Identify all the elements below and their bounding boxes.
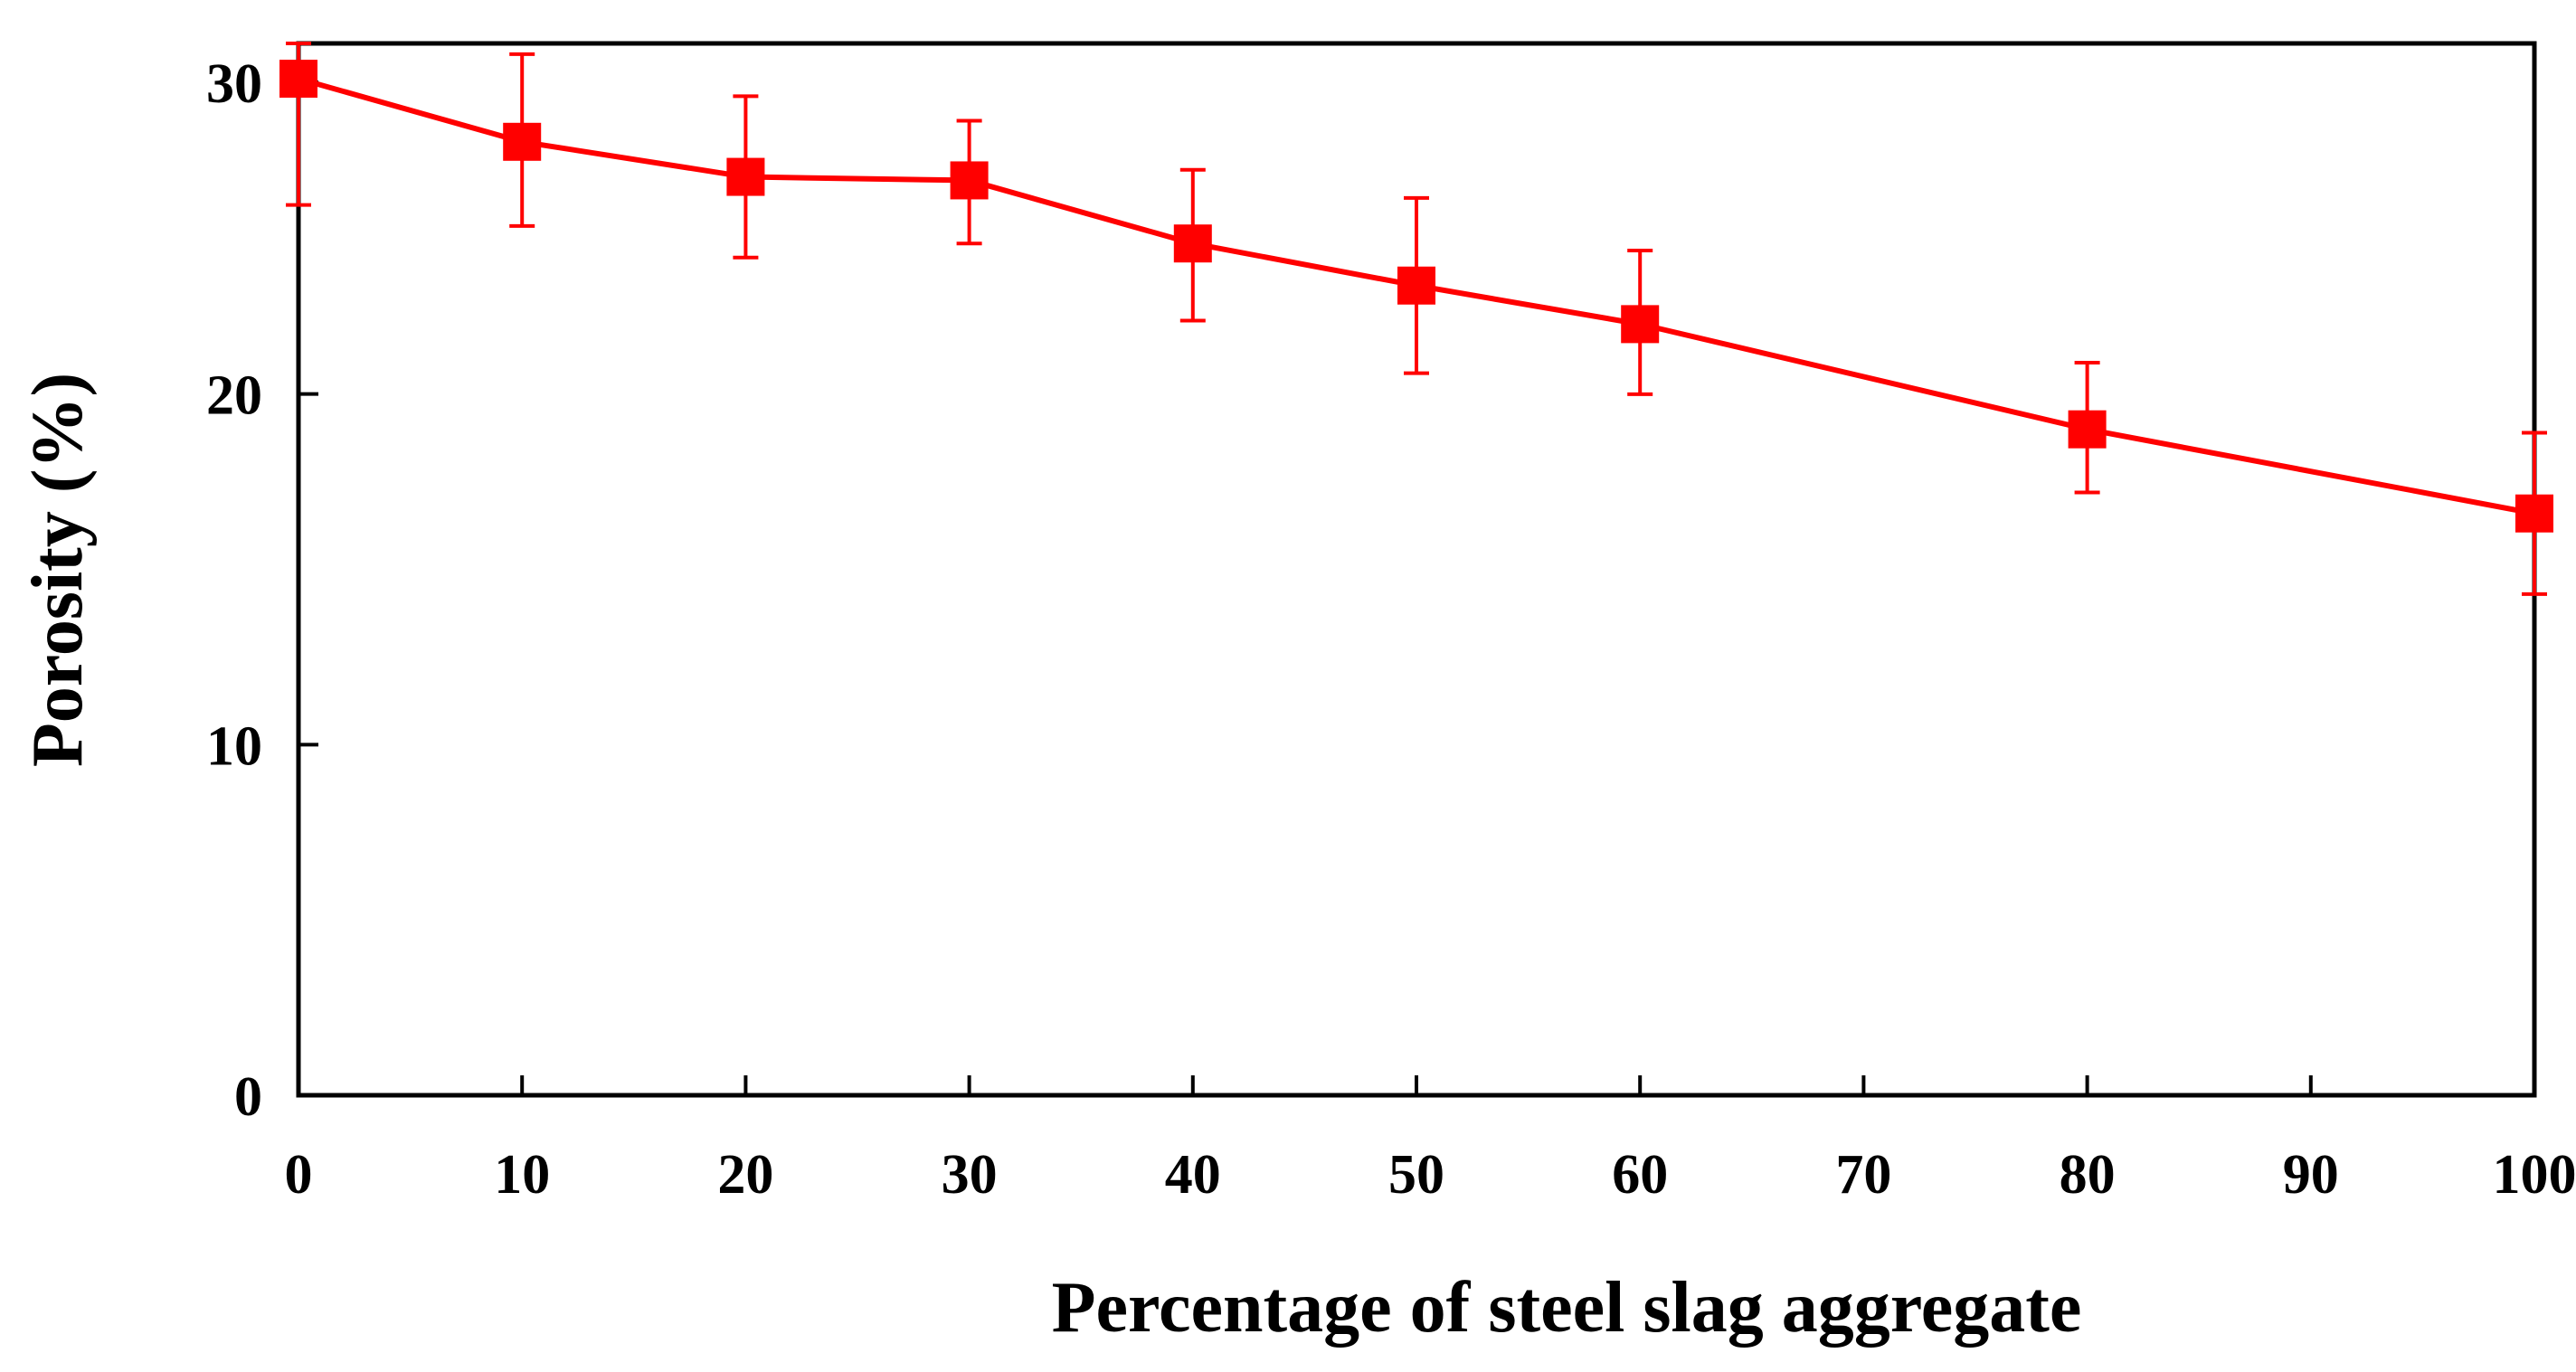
x-tick-label-70: 70 <box>1835 1144 1891 1206</box>
x-tick-label-90: 90 <box>2283 1144 2339 1206</box>
data-point-60 <box>1621 305 1660 344</box>
x-tick-labels: 0 10 20 30 40 50 60 70 80 90 100 <box>285 1144 2576 1206</box>
data-point-50 <box>1397 266 1435 305</box>
x-tick-label-40: 40 <box>1165 1144 1221 1206</box>
data-point-0 <box>279 60 317 99</box>
y-axis-ticks <box>298 80 318 747</box>
y-tick-label-30: 30 <box>206 53 262 115</box>
data-point-100 <box>2515 494 2553 533</box>
y-axis-title: Porosity (%) <box>18 373 98 767</box>
x-tick-label-100: 100 <box>2493 1144 2576 1206</box>
y-tick-label-0: 0 <box>234 1066 262 1128</box>
x-tick-label-10: 10 <box>494 1144 550 1206</box>
x-tick-label-60: 60 <box>1612 1144 1668 1206</box>
x-tick-label-30: 30 <box>942 1144 998 1206</box>
x-tick-label-0: 0 <box>285 1144 313 1206</box>
x-tick-label-50: 50 <box>1388 1144 1444 1206</box>
x-axis-title: Percentage of steel slag aggregate <box>1052 1268 2082 1348</box>
error-bars <box>286 42 2547 596</box>
x-axis-ticks <box>297 1075 2536 1095</box>
data-point-20 <box>726 157 765 196</box>
data-markers <box>279 60 2553 533</box>
y-tick-label-10: 10 <box>206 715 262 777</box>
data-point-30 <box>950 161 989 200</box>
data-point-40 <box>1173 224 1212 263</box>
x-tick-label-20: 20 <box>717 1144 773 1206</box>
data-point-10 <box>503 122 542 161</box>
data-point-80 <box>2068 410 2107 449</box>
x-tick-label-80: 80 <box>2060 1144 2116 1206</box>
y-tick-labels: 0 10 20 30 <box>206 53 262 1128</box>
y-tick-label-20: 20 <box>206 365 262 427</box>
